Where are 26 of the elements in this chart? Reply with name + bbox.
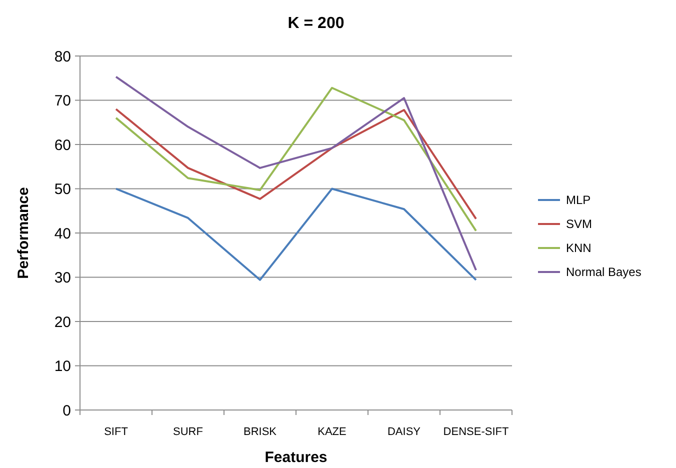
- line-series: [115, 108, 477, 220]
- y-axis-title: Performance: [15, 187, 32, 279]
- y-tick-label: 50: [54, 181, 71, 198]
- legend-label: MLP: [566, 193, 591, 208]
- x-tick-label: DENSE-SIFT: [443, 426, 509, 438]
- line-series: [115, 76, 477, 272]
- y-tick-label: 60: [54, 136, 71, 154]
- x-tick-label: DAISY: [387, 426, 422, 438]
- legend-label: Normal Bayes: [566, 265, 642, 280]
- x-tick-label: SURF: [173, 426, 204, 438]
- x-tick-label: BRISK: [243, 426, 278, 438]
- y-tick-label: 80: [54, 48, 71, 66]
- chart-title: K = 200: [288, 15, 344, 32]
- legend-label: KNN: [566, 241, 592, 256]
- line-series: [115, 188, 477, 281]
- y-tick-label: 10: [54, 358, 71, 375]
- y-tick-label: 20: [54, 314, 71, 331]
- y-tick-label: 0: [62, 402, 71, 420]
- y-tick-label: 30: [54, 270, 71, 286]
- x-tick-label: KAZE: [318, 426, 346, 438]
- y-tick-label: 70: [54, 92, 71, 110]
- line-series: [115, 86, 477, 232]
- x-axis-title: Features: [264, 449, 328, 466]
- y-tick-label: 40: [54, 225, 71, 242]
- x-tick-label: SIFT: [104, 426, 128, 438]
- legend-label: SVM: [566, 217, 592, 232]
